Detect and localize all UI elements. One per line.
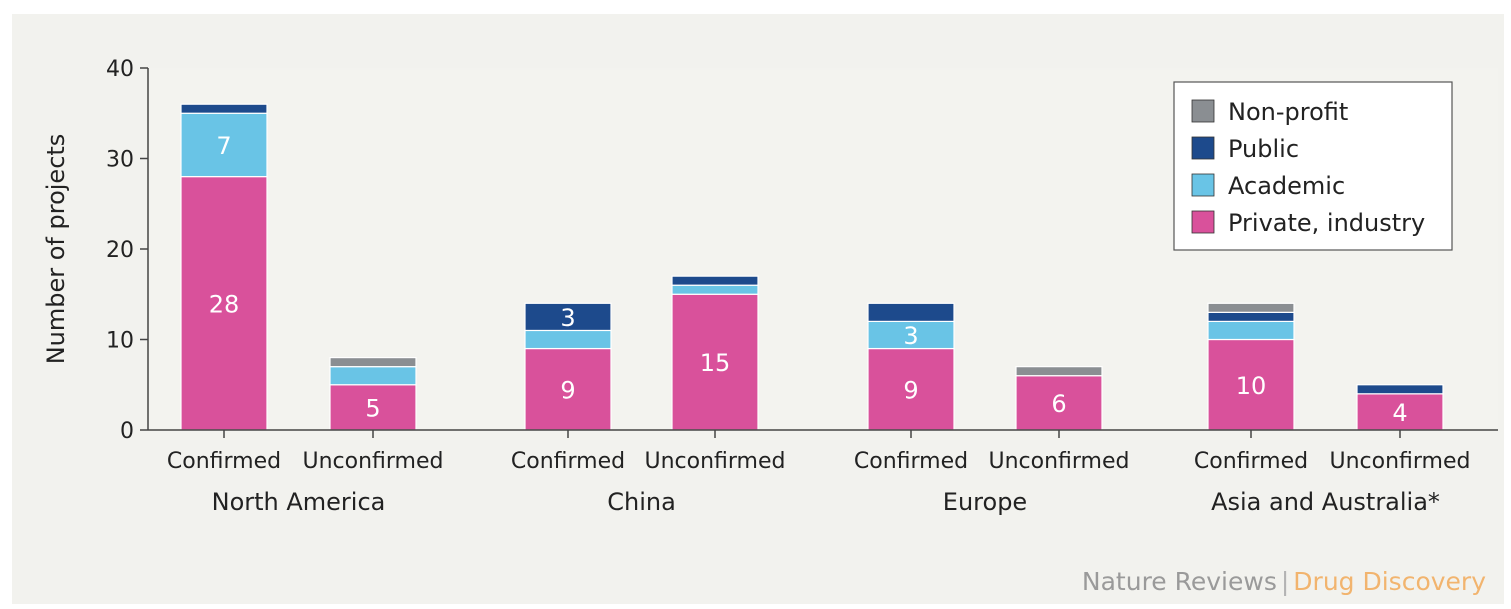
- footer-journal: Nature Reviews: [1081, 567, 1277, 596]
- x-group-label: Asia and Australia*: [1211, 488, 1440, 516]
- bar-value-label: 9: [560, 376, 575, 404]
- x-category-label: Unconfirmed: [1330, 449, 1471, 474]
- y-tick-label: 0: [120, 419, 134, 444]
- bar-segment: [1207, 338, 1295, 431]
- bar-segment: [329, 357, 417, 368]
- bar-value-label: 7: [216, 132, 231, 160]
- bar-segment: [867, 302, 955, 322]
- legend-item-label: Public: [1228, 135, 1299, 163]
- y-tick-label: 30: [106, 148, 134, 173]
- bar-value-label: 9: [903, 376, 918, 404]
- bar-segment: [1015, 366, 1103, 377]
- bar-segment: [1207, 320, 1295, 341]
- footer-brand: Drug Discovery: [1293, 567, 1486, 596]
- figure-panel: 28 7 5 9 3 15 9 3 6 10 4 0 10 20 30 40 Number of projec…: [12, 14, 1504, 604]
- x-group-label: China: [607, 488, 676, 516]
- bar-segment: [524, 347, 612, 431]
- bar-value-label: 6: [1051, 390, 1066, 418]
- y-tick-label: 20: [106, 238, 134, 263]
- y-axis-label: Number of projects: [42, 134, 70, 365]
- footer-credit: Nature Reviews | Drug Discovery: [1082, 567, 1486, 596]
- bar-value-label: 28: [209, 290, 240, 318]
- x-category-label: Unconfirmed: [303, 449, 444, 474]
- bar-value-label: 10: [1236, 372, 1267, 400]
- x-category-label: Unconfirmed: [645, 449, 786, 474]
- bar-segment: [180, 103, 268, 114]
- x-group-label: Europe: [943, 488, 1027, 516]
- bar-value-label: 5: [365, 394, 380, 422]
- x-category-label: Confirmed: [854, 449, 968, 474]
- bar-segment: [1015, 375, 1103, 431]
- bar-segment: [524, 302, 612, 332]
- bar-segment: [329, 366, 417, 386]
- legend-box: [1173, 81, 1453, 251]
- y-tick-label: 10: [106, 329, 134, 354]
- bar-value-label: 3: [560, 304, 575, 332]
- legend-swatch: [1191, 173, 1215, 197]
- bar-value-label: 15: [700, 349, 731, 377]
- legend-item-label: Non-profit: [1228, 98, 1348, 126]
- bar-segment: [671, 275, 759, 286]
- bar-segment: [671, 284, 759, 295]
- axes-layer: 0 10 20 30 40 Number of projects Confirmed Unco…: [42, 57, 1498, 516]
- legend-swatch: [1191, 136, 1215, 160]
- bar-segment: [1207, 302, 1295, 313]
- bar-segment: [671, 293, 759, 431]
- x-group-label: North America: [212, 488, 386, 516]
- legend-swatch: [1191, 99, 1215, 123]
- legend-item-label: Academic: [1228, 172, 1345, 200]
- y-tick-label: 40: [106, 57, 134, 82]
- bar-segment: [1356, 384, 1444, 395]
- bar-segment: [524, 329, 612, 350]
- x-category-label: Unconfirmed: [989, 449, 1130, 474]
- bar-segment: [180, 112, 268, 178]
- bar-segment: [1207, 311, 1295, 323]
- bars-layer: 28 7 5 9 3 15 9 3 6 10 4: [180, 103, 1444, 431]
- legend-item-label: Private, industry: [1228, 209, 1425, 237]
- x-category-label: Confirmed: [511, 449, 625, 474]
- footer-separator: |: [1280, 567, 1290, 596]
- x-category-label: Confirmed: [1194, 449, 1308, 474]
- stacked-bar-chart: 28 7 5 9 3 15 9 3 6 10 4 0 10 20 30 40 Number of projec…: [42, 57, 1498, 516]
- bar-segment: [867, 347, 955, 431]
- bar-segment: [180, 176, 268, 431]
- legend-swatch: [1191, 210, 1215, 234]
- x-category-label: Confirmed: [167, 449, 281, 474]
- legend: Non-profit Public Academic Private, industr…: [1173, 81, 1453, 251]
- bar-value-label: 3: [903, 322, 918, 350]
- bar-value-label: 4: [1392, 399, 1407, 427]
